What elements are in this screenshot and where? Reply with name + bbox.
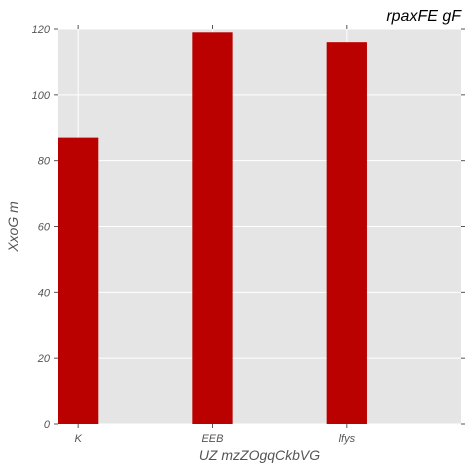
bars bbox=[58, 32, 367, 425]
y-tick-label: 120 bbox=[32, 24, 51, 36]
bar bbox=[58, 137, 99, 424]
x-axis-ticks: K EEB lfys bbox=[74, 25, 356, 445]
y-tick-label: 100 bbox=[32, 90, 51, 102]
bar bbox=[326, 42, 367, 425]
x-tick-label: EEB bbox=[201, 433, 223, 445]
bar bbox=[192, 32, 233, 425]
y-tick-label: 80 bbox=[38, 156, 51, 168]
y-tick-label: 60 bbox=[38, 222, 51, 234]
y-axis-ticks: 0 20 40 60 80 100 120 bbox=[32, 24, 465, 431]
chart-title: rpaxFE gF bbox=[386, 8, 462, 25]
y-axis-label: XxoG m bbox=[5, 201, 21, 253]
y-tick-label: 0 bbox=[44, 419, 51, 431]
x-axis-label: UZ mzZOgqCkbVG bbox=[199, 447, 320, 463]
y-tick-label: 20 bbox=[37, 353, 51, 365]
y-tick-label: 40 bbox=[38, 287, 51, 299]
x-tick-label: K bbox=[74, 433, 82, 445]
x-tick-label: lfys bbox=[339, 433, 356, 445]
